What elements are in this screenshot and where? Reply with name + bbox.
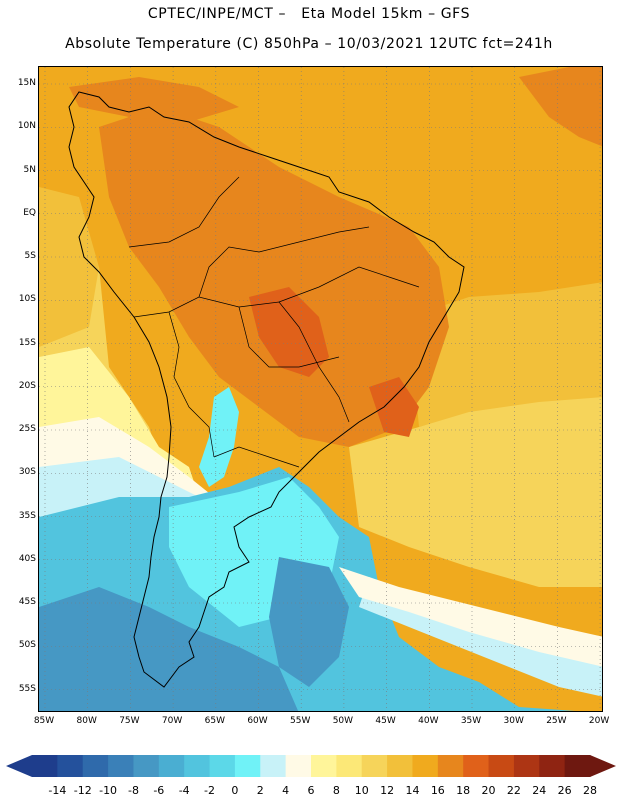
- longitude-label: 55W: [290, 716, 311, 726]
- latitude-label: 45S: [18, 597, 36, 607]
- longitude-label: 20W: [588, 716, 610, 726]
- colorbar-label: 24: [532, 784, 547, 797]
- latitude-label: EQ: [23, 207, 36, 218]
- colorbar-swatch: [209, 755, 236, 777]
- colorbar-swatch: [387, 755, 413, 777]
- colorbar-swatch: [564, 755, 591, 777]
- colorbar-label: 28: [583, 784, 597, 797]
- colorbar-label: -8: [127, 784, 139, 797]
- atlantic-yellow-band: [349, 387, 602, 587]
- colorbar-swatch: [158, 755, 185, 777]
- latitude-label: 20S: [18, 380, 36, 391]
- colorbar-swatch: [260, 755, 287, 777]
- longitude-label: 35W: [460, 716, 482, 726]
- continental-warm-core: [99, 107, 449, 447]
- la-plata-cold-tongue: [199, 387, 239, 487]
- colorbar-swatches: [32, 755, 591, 777]
- longitude-label: 45W: [375, 716, 396, 726]
- map-title-line-2: Absolute Temperature (C) 850hPa – 10/03/…: [65, 36, 553, 52]
- atlantic-gold-band: [409, 282, 602, 427]
- colorbar-swatch: [463, 755, 490, 777]
- central-brazil-hot-spot: [249, 287, 329, 377]
- colorbar-swatch: [57, 755, 84, 777]
- southern-deep-cold: [39, 587, 299, 711]
- southeast-brazil-hot-spot: [369, 377, 419, 437]
- latitude-label: 35S: [18, 510, 36, 521]
- colorbar-swatch: [234, 755, 261, 777]
- south-atlantic-cold-pool: [269, 557, 349, 687]
- country-borders: [128, 176, 420, 468]
- latitude-label: 40S: [18, 553, 36, 564]
- longitude-label: 30W: [503, 716, 524, 726]
- south-america-coastline: [68, 91, 465, 688]
- south-atlantic-cream: [339, 567, 602, 667]
- longitude-label: 60W: [247, 716, 268, 726]
- latitude-label: 10N: [17, 121, 36, 132]
- latitude-label: 50S: [18, 640, 36, 651]
- colorbar-label: 14: [405, 784, 420, 797]
- colorbar-swatch: [437, 755, 464, 777]
- latitude-label: 30S: [18, 467, 36, 478]
- longitude-label: 65W: [204, 716, 225, 726]
- latitude-label: 25S: [18, 424, 36, 434]
- colorbar-label: 18: [456, 784, 471, 797]
- colorbar-swatch: [82, 755, 109, 777]
- colorbar-label: -12: [73, 784, 92, 797]
- latitude-label: 5S: [24, 251, 36, 261]
- longitude-label: 50W: [332, 716, 354, 726]
- colorbar-label: 0: [231, 784, 239, 797]
- caribbean-warm-patch: [69, 77, 239, 122]
- colorbar-swatch: [539, 755, 566, 777]
- colorbar-label: 12: [380, 784, 395, 797]
- latitude-label: 5N: [23, 164, 36, 175]
- colorbar-label: 6: [307, 784, 315, 797]
- colorbar-swatch: [184, 755, 211, 777]
- colorbar-label: -2: [204, 784, 216, 797]
- longitude-label: 85W: [33, 716, 55, 726]
- colorbar-label: 10: [354, 784, 369, 797]
- colorbar-label: 20: [481, 784, 496, 797]
- colorbar-label: -10: [99, 784, 118, 797]
- latitude-label: 15N: [17, 78, 36, 88]
- latitude-label: 15S: [18, 337, 36, 348]
- colorbar-swatch: [361, 755, 388, 777]
- map-title-line-1: CPTEC/INPE/MCT – Eta Model 15km – GFS: [147, 6, 471, 22]
- temperature-map: [38, 66, 603, 712]
- colorbar-swatch: [488, 755, 515, 777]
- longitude-label: 40W: [418, 716, 439, 726]
- latitude-label: 55S: [18, 683, 36, 694]
- colorbar-swatch: [412, 755, 439, 777]
- colorbar-swatch: [513, 755, 540, 777]
- temperature-field: [39, 67, 602, 711]
- colorbar-swatch: [133, 755, 160, 777]
- colorbar-label: -4: [178, 784, 190, 797]
- longitude-label: 75W: [119, 716, 140, 726]
- longitude-label: 80W: [76, 716, 97, 726]
- colorbar-label: 4: [282, 784, 290, 797]
- colorbar-swatch: [336, 755, 363, 777]
- colorbar-swatch: [32, 755, 58, 777]
- latitude-label: 10S: [18, 294, 36, 305]
- colorbar-label: 26: [557, 784, 572, 797]
- longitude-label: 70W: [161, 716, 183, 726]
- colorbar-right-arrow: [590, 755, 616, 777]
- colorbar-label: -14: [48, 784, 67, 797]
- colorbar-left-arrow: [6, 755, 32, 777]
- colorbar-swatch: [285, 755, 312, 777]
- colorbar-swatch: [311, 755, 337, 777]
- temperature-colorbar: [6, 755, 616, 777]
- atlantic-ne-hot-spot: [519, 67, 602, 147]
- colorbar-label: 2: [256, 784, 264, 797]
- longitude-label: 25W: [546, 716, 567, 726]
- colorbar-label: 8: [332, 784, 340, 797]
- colorbar-label: 22: [506, 784, 521, 797]
- colorbar-swatch: [108, 755, 134, 777]
- colorbar-label: 16: [430, 784, 445, 797]
- colorbar-label: -6: [153, 784, 165, 797]
